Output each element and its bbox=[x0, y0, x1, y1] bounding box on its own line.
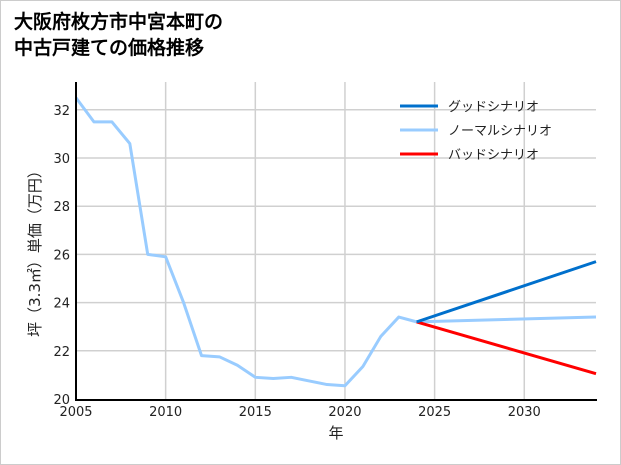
chart-title: 大阪府枚方市中宮本町の 中古戸建ての価格推移 bbox=[14, 9, 223, 61]
x-tick-label: 2020 bbox=[328, 405, 361, 420]
scenario-line-1 bbox=[416, 315, 597, 324]
y-tick-label: 24 bbox=[53, 297, 70, 312]
y-tick-label: 26 bbox=[53, 248, 70, 263]
x-tick-label: 2005 bbox=[59, 405, 92, 420]
legend-label: グッドシナリオ bbox=[448, 100, 539, 115]
y-tick-label: 28 bbox=[53, 200, 70, 215]
x-axis-label: 年 bbox=[328, 424, 343, 442]
x-tick-label: 2010 bbox=[149, 405, 182, 420]
y-axis-label: 坪（3.3㎡）単価（万円） bbox=[26, 163, 44, 337]
x-tick-label: 2025 bbox=[418, 405, 451, 420]
scenario-line-2 bbox=[416, 320, 597, 376]
y-tick-label: 22 bbox=[53, 345, 70, 360]
scenario-line-0 bbox=[416, 260, 597, 324]
chart-title-line-1: 大阪府枚方市中宮本町の bbox=[14, 11, 224, 33]
legend-label: バッドシナリオ bbox=[448, 148, 539, 163]
y-tick-label: 20 bbox=[53, 393, 70, 408]
x-tick-label: 2030 bbox=[508, 405, 541, 420]
x-tick-label: 2015 bbox=[239, 405, 272, 420]
legend-label: ノーマルシナリオ bbox=[448, 124, 552, 139]
historical-price-line bbox=[74, 96, 418, 388]
chart-title-line-2: 中古戸建ての価格推移 bbox=[14, 37, 205, 59]
y-tick-label: 32 bbox=[53, 104, 70, 119]
y-tick-label: 30 bbox=[53, 152, 70, 167]
